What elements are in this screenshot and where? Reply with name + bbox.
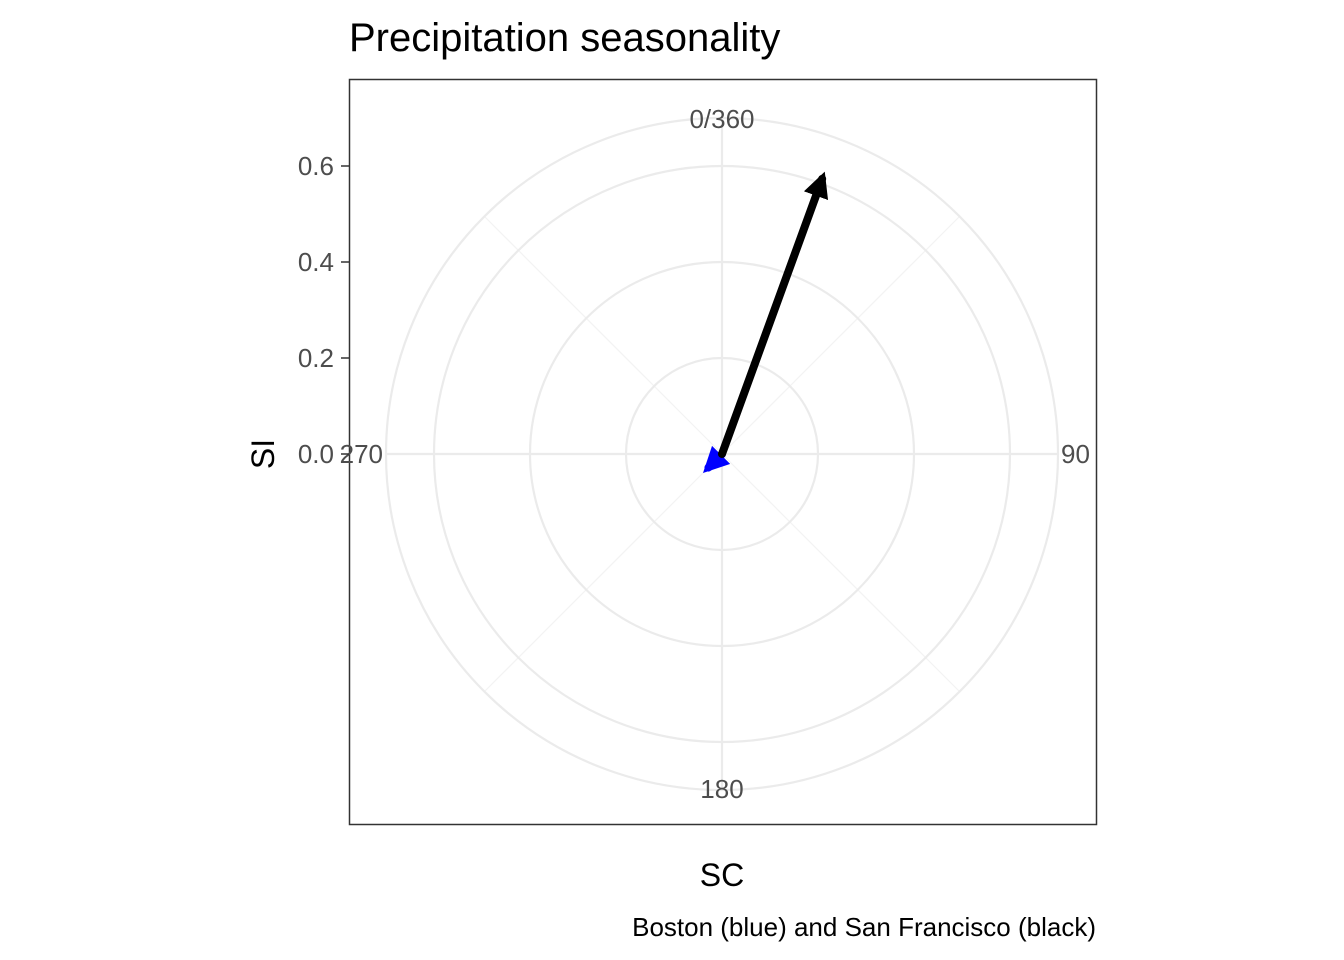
polar-grid: [384, 116, 1060, 792]
y-axis-label: SI: [245, 439, 281, 469]
angle-tick-label: 180: [700, 774, 743, 804]
radial-tick-label: 0.2: [298, 343, 334, 373]
grid-circle: [528, 260, 916, 648]
angle-tick-label: 0/360: [689, 104, 754, 134]
radial-tick-label: 0.6: [298, 151, 334, 181]
grid-spoke-minor: [721, 453, 960, 692]
grid-spoke-minor: [484, 453, 723, 692]
x-axis-label: SC: [700, 857, 744, 893]
radial-tick-label: 0.4: [298, 247, 334, 277]
arrow-series: [702, 171, 829, 474]
caption: Boston (blue) and San Francisco (black): [632, 912, 1096, 942]
chart-title: Precipitation seasonality: [349, 16, 780, 60]
radial-tick-label: 0.0: [298, 439, 334, 469]
grid-circle: [624, 356, 820, 552]
angle-tick-label: 90: [1061, 439, 1090, 469]
grid-circle: [384, 116, 1060, 792]
grid-spoke-minor: [721, 216, 960, 455]
grid-circle: [432, 164, 1012, 744]
grid-spoke-minor: [484, 216, 723, 455]
radial-tick-labels: 0.0 0.2 0.4 0.6: [298, 151, 349, 469]
arrow-san-francisco: [718, 171, 829, 458]
